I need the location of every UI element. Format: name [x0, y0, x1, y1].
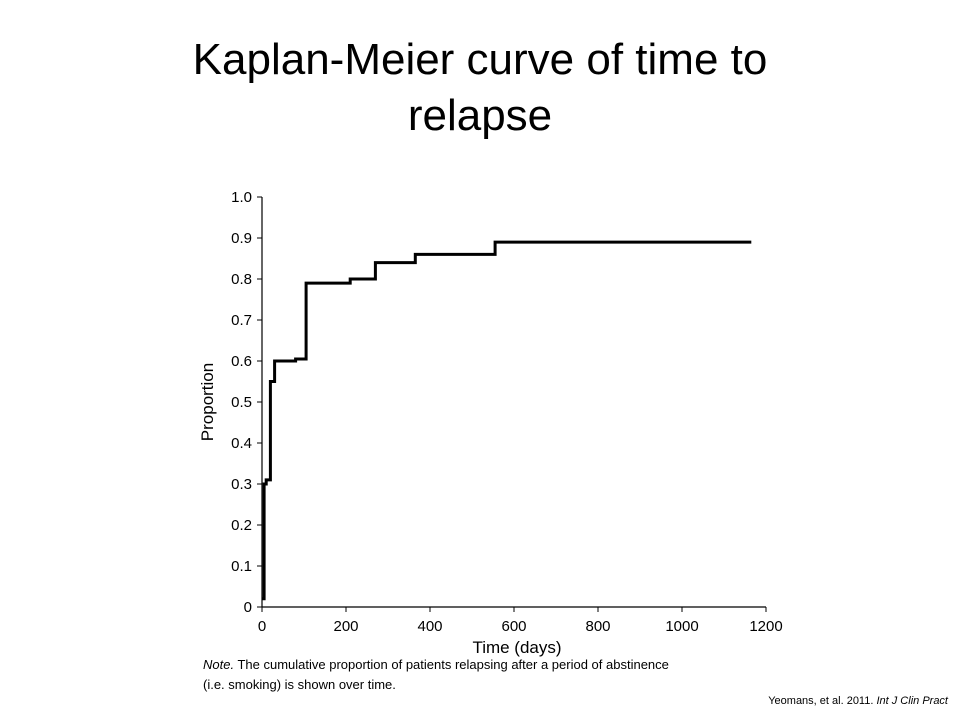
x-tick-label: 1200	[749, 618, 782, 635]
chart-ticks: 0 200 400 600 800 1000 1200 0 0.1 0.2 0.3 0.4 0.5 0.6…	[231, 189, 783, 635]
y-tick-label: 0.9	[231, 230, 252, 247]
survival-step-line	[262, 240, 752, 601]
slide-title: Kaplan-Meier curve of time to relapse	[0, 32, 960, 144]
citation-journal: Int J Clin Pract	[876, 695, 948, 707]
y-tick-label: 0.5	[231, 394, 252, 411]
chart-axes	[261, 197, 766, 608]
y-tick-label: 0.1	[231, 558, 252, 575]
note-prefix: Note.	[203, 657, 235, 672]
x-tick-label: 200	[333, 618, 358, 635]
note-line2: (i.e. smoking) is shown over time.	[203, 677, 396, 692]
y-tick-label: 0.4	[231, 435, 252, 452]
y-tick-label: 0.2	[231, 517, 252, 534]
y-tick-label: 0.7	[231, 312, 252, 329]
chart-series	[262, 240, 752, 601]
slide-title-line1: Kaplan-Meier curve of time to	[192, 35, 768, 84]
y-tick-label: 0.6	[231, 353, 252, 370]
figure-note: Note. The cumulative proportion of patie…	[203, 655, 803, 695]
y-tick-label: 0	[244, 599, 252, 616]
x-tick-label: 600	[501, 618, 526, 635]
y-axis-label: Proportion	[198, 363, 217, 441]
x-tick-label: 0	[258, 618, 266, 635]
slide-title-line2: relapse	[407, 91, 553, 140]
x-axis-label: Time (days)	[472, 638, 561, 657]
note-line1: The cumulative proportion of patients re…	[234, 657, 669, 672]
y-tick-label: 1.0	[231, 189, 252, 206]
x-tick-label: 1000	[665, 618, 698, 635]
citation-text: Yeomans, et al. 2011.	[768, 695, 877, 707]
y-tick-label: 0.8	[231, 271, 252, 288]
x-tick-label: 400	[417, 618, 442, 635]
citation: Yeomans, et al. 2011. Int J Clin Pract	[768, 695, 948, 707]
y-tick-label: 0.3	[231, 476, 252, 493]
x-tick-label: 800	[585, 618, 610, 635]
